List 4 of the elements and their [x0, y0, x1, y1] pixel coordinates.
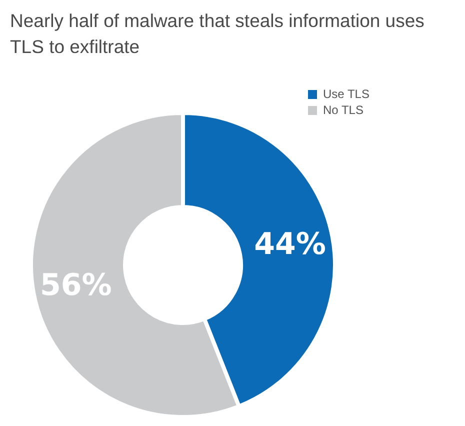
data-label: 44%: [254, 227, 326, 262]
legend-label: Use TLS: [322, 86, 370, 102]
chart-title: Nearly half of malware that steals information uses TLS to exfiltrate: [10, 9, 426, 59]
legend-label: No TLS: [322, 102, 364, 118]
